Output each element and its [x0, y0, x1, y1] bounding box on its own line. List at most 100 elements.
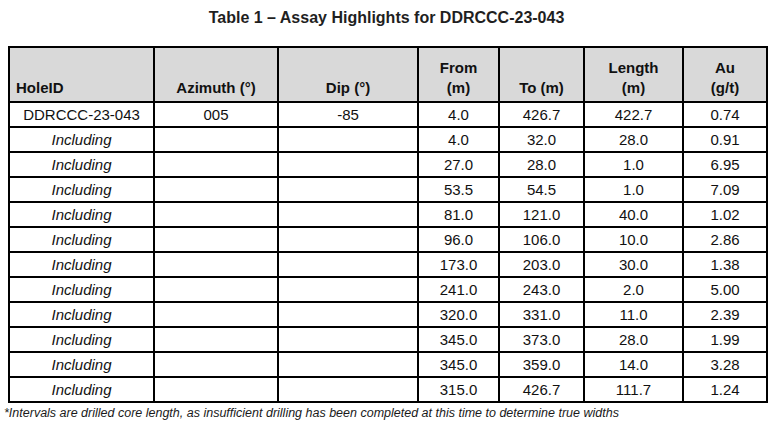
value-cell: 28.0 [499, 152, 584, 177]
value-cell: 1.99 [683, 327, 767, 352]
including-cell: Including [9, 327, 154, 352]
value-cell: -85 [278, 102, 418, 127]
value-cell [278, 377, 418, 402]
value-cell [278, 302, 418, 327]
value-cell: 373.0 [499, 327, 584, 352]
value-cell: 5.00 [683, 277, 767, 302]
value-cell: 14.0 [584, 352, 683, 377]
value-cell: 6.95 [683, 152, 767, 177]
value-cell [278, 352, 418, 377]
value-cell: 1.24 [683, 377, 767, 402]
value-cell [154, 202, 278, 227]
column-header: To (m) [499, 47, 584, 102]
value-cell: 331.0 [499, 302, 584, 327]
column-header: Dip (°) [278, 47, 418, 102]
value-cell [154, 227, 278, 252]
column-header: Au (g/t) [683, 47, 767, 102]
value-cell: 2.86 [683, 227, 767, 252]
table-row: Including 241.0243.02.05.00 [9, 277, 767, 302]
value-cell: 2.39 [683, 302, 767, 327]
including-cell: Including [9, 127, 154, 152]
value-cell: 54.5 [499, 177, 584, 202]
value-cell [278, 227, 418, 252]
value-cell: 1.0 [584, 177, 683, 202]
value-cell: 422.7 [584, 102, 683, 127]
value-cell: 173.0 [418, 252, 499, 277]
value-cell: 3.28 [683, 352, 767, 377]
including-cell: Including [9, 252, 154, 277]
value-cell: 0.74 [683, 102, 767, 127]
value-cell: 203.0 [499, 252, 584, 277]
header-row: HoleIDAzimuth (°)Dip (°)From (m)To (m)Le… [9, 47, 767, 102]
table-row: Including 345.0373.028.01.99 [9, 327, 767, 352]
value-cell: 111.7 [584, 377, 683, 402]
column-header: HoleID [9, 47, 154, 102]
value-cell: 7.09 [683, 177, 767, 202]
value-cell: 345.0 [418, 327, 499, 352]
value-cell [154, 377, 278, 402]
including-cell: Including [9, 202, 154, 227]
table-row: DDRCCC-23-043005-854.0426.7422.70.74 [9, 102, 767, 127]
page-title: Table 1 – Assay Highlights for DDRCCC-23… [0, 9, 773, 27]
including-cell: Including [9, 227, 154, 252]
value-cell [154, 302, 278, 327]
value-cell: 315.0 [418, 377, 499, 402]
value-cell [154, 252, 278, 277]
including-cell: Including [9, 277, 154, 302]
value-cell: 32.0 [499, 127, 584, 152]
value-cell [278, 177, 418, 202]
value-cell: 1.0 [584, 152, 683, 177]
value-cell [278, 277, 418, 302]
table-row: Including173.0203.030.01.38 [9, 252, 767, 277]
assay-table: HoleIDAzimuth (°)Dip (°)From (m)To (m)Le… [8, 46, 768, 403]
value-cell: 243.0 [499, 277, 584, 302]
value-cell: 005 [154, 102, 278, 127]
value-cell [278, 252, 418, 277]
column-header: From (m) [418, 47, 499, 102]
table-row: Including 345.0359.014.03.28 [9, 352, 767, 377]
value-cell: 426.7 [499, 377, 584, 402]
value-cell: 345.0 [418, 352, 499, 377]
value-cell: 30.0 [584, 252, 683, 277]
table-row: Including 27.028.01.06.95 [9, 152, 767, 177]
value-cell: 1.02 [683, 202, 767, 227]
value-cell: 0.91 [683, 127, 767, 152]
value-cell [154, 127, 278, 152]
value-cell: 27.0 [418, 152, 499, 177]
value-cell: 320.0 [418, 302, 499, 327]
table-row: Including 4.032.028.00.91 [9, 127, 767, 152]
value-cell: 241.0 [418, 277, 499, 302]
table-row: Including 320.0331.011.02.39 [9, 302, 767, 327]
including-cell: Including [9, 352, 154, 377]
value-cell: 28.0 [584, 127, 683, 152]
holeid-cell: DDRCCC-23-043 [9, 102, 154, 127]
including-cell: Including [9, 377, 154, 402]
value-cell [278, 127, 418, 152]
value-cell: 10.0 [584, 227, 683, 252]
table-row: Including53.554.51.07.09 [9, 177, 767, 202]
value-cell: 2.0 [584, 277, 683, 302]
value-cell [154, 177, 278, 202]
value-cell: 28.0 [584, 327, 683, 352]
column-header: Length (m) [584, 47, 683, 102]
value-cell: 4.0 [418, 102, 499, 127]
value-cell: 40.0 [584, 202, 683, 227]
table-body: DDRCCC-23-043005-854.0426.7422.70.74Incl… [9, 102, 767, 402]
value-cell [154, 152, 278, 177]
including-cell: Including [9, 152, 154, 177]
column-header: Azimuth (°) [154, 47, 278, 102]
value-cell [154, 352, 278, 377]
including-cell: Including [9, 177, 154, 202]
value-cell: 426.7 [499, 102, 584, 127]
value-cell [278, 152, 418, 177]
value-cell: 4.0 [418, 127, 499, 152]
value-cell [278, 202, 418, 227]
value-cell: 106.0 [499, 227, 584, 252]
value-cell: 81.0 [418, 202, 499, 227]
value-cell: 121.0 [499, 202, 584, 227]
value-cell: 359.0 [499, 352, 584, 377]
value-cell [154, 277, 278, 302]
value-cell: 96.0 [418, 227, 499, 252]
value-cell: 11.0 [584, 302, 683, 327]
including-cell: Including [9, 302, 154, 327]
